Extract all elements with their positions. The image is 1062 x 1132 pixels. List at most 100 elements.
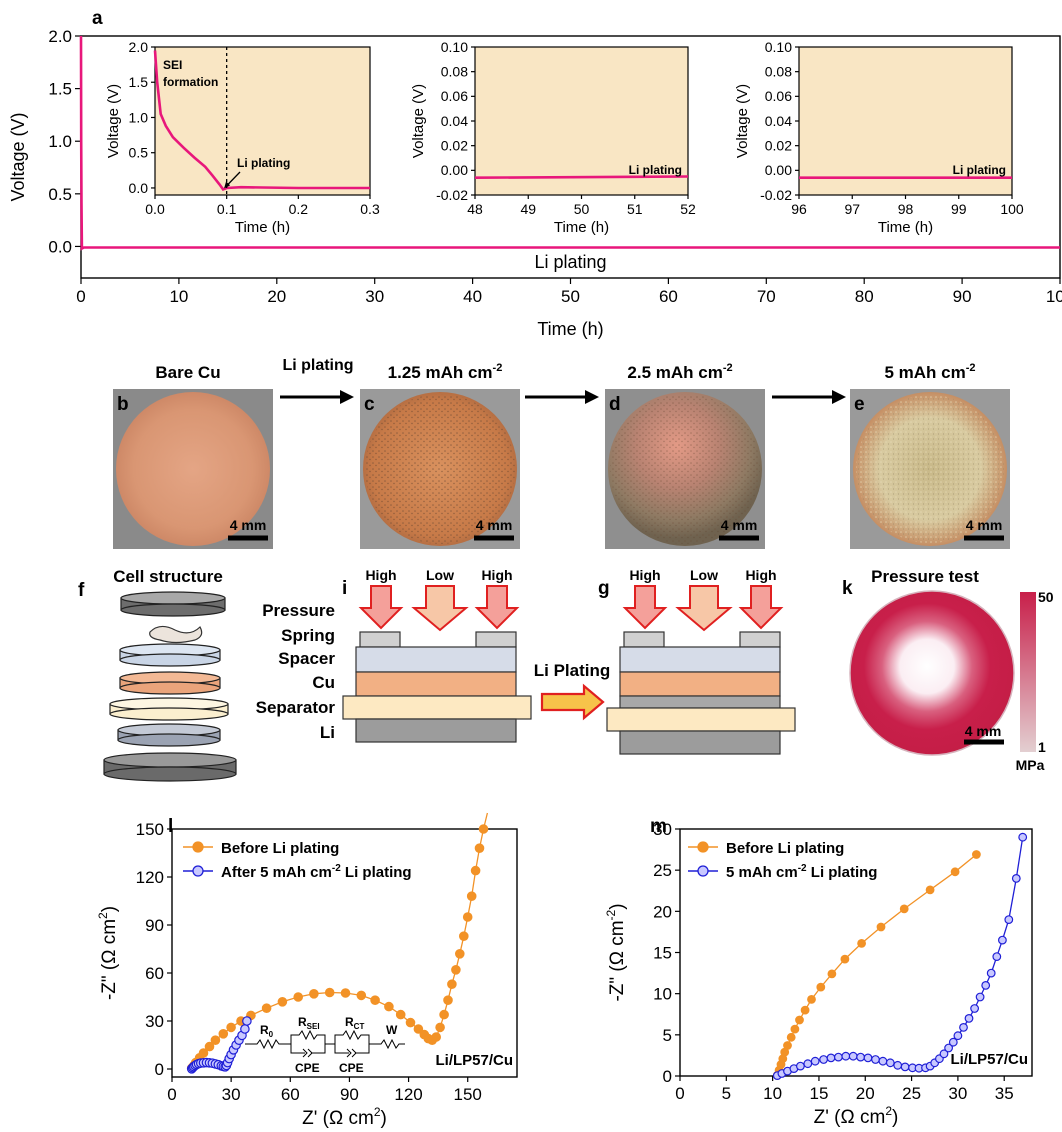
l-circuit-wire-left [245,1038,291,1050]
l-series-0-point [474,843,485,853]
l-circuit-label-w-main: W [386,1023,398,1037]
photo-arrow-label: Li plating [282,357,353,374]
m-xtick-label: 35 [995,1084,1014,1103]
m-legend-label-0: Before Li plating [726,840,844,857]
cu-left [355,671,517,697]
a-main-xtick-label: 50 [561,287,580,306]
m-xtick-label: 5 [722,1084,731,1103]
panel-letter-c: c [364,394,375,415]
a-inset2-ytick-label: 0.04 [441,113,468,129]
a-main-ytick-label: 0.0 [48,237,72,256]
l-series-0-point [478,824,489,834]
pressure-test-panel: k Pressure test 4 mm 50 1 MPa [842,567,1054,773]
m-series-1-point [900,1062,910,1072]
scale-bar-d-label: 4 mm [721,517,758,533]
l-xtick-label: 90 [340,1085,359,1104]
m-ylabel-close: ) [607,903,628,909]
a-inset3-ytick-label: 0.08 [765,64,792,80]
l-circuit-label-r0-main: R [260,1023,269,1037]
panel-letter-g: g [598,578,610,599]
a-main-xtick-label: 20 [267,287,286,306]
m-series-1-point [1018,832,1028,842]
pressure-arrow-high-right-1 [622,585,668,630]
spacer-right [619,646,781,673]
a-inset2-ytick-label: 0.08 [441,64,468,80]
a-inset2-xtick-label: 50 [574,201,590,217]
m-ytick-label: 30 [653,820,672,839]
a-inset1-ytick-label: 1.5 [129,74,149,90]
a-inset1-annotation-li-plating: Li plating [237,156,290,170]
a-inset1-pointer-head [224,181,231,189]
m-series-0-point [807,995,816,1004]
l-series-0-point [226,1022,236,1033]
m-legend-label-1: 5 mAh cm-2 Li plating [726,863,877,881]
l-circuit-w [369,1038,405,1050]
l-series-0-point [431,1032,441,1042]
pressure-high-left-2: High [481,567,512,583]
m-legend-marker-0 [697,841,709,853]
m-series-1-point [796,1061,805,1071]
photo-title-2-5-sup: -2 [723,362,733,374]
m-series-0-point [800,1005,810,1015]
m-series-0-line [776,853,977,1076]
a-inset2-ytick-label: -0.02 [436,187,468,203]
l-circuit-label-r0: R0 [260,1023,274,1039]
l-series-0-point [261,1003,272,1013]
separator-left [342,695,532,720]
l-series-0-point [458,931,469,941]
m-ytick-label: 15 [653,943,672,962]
inset-96-100h-chart: 96 97 98 99 100 -0.02 0.00 0.02 0.04 0.06 0.08 0.10… [734,39,1024,236]
l-series-0-point [210,1035,221,1045]
pressure-scale-bar-label: 4 mm [965,723,1002,739]
a-inset1-xtick-label: 0.0 [145,201,165,217]
m-series-0-point [876,922,886,932]
scale-bar-d: 4 mm [719,517,759,541]
m-series-1-point [939,1049,949,1059]
a-inset2-ytick-label: 0.06 [441,88,468,104]
m-series-1-point [826,1053,836,1063]
m-series-0-point [840,954,850,964]
layer-label-spacer: Spacer [278,649,335,668]
m-series-1-point [948,1037,958,1047]
pressure-film-disc [849,590,1015,756]
a-main-xtick-label: 10 [169,287,188,306]
scale-bar-e-label: 4 mm [966,517,1003,533]
a-inset1-frame [154,46,371,196]
pressure-schematic: i g Pressure Spring Spacer Cu Separator … [256,567,796,755]
li-right [619,730,781,755]
a-inset3-xtick-label: 96 [791,201,807,217]
photo-row: Bare Cu Li plating 1.25 mAh cm-2 2.5 mAh… [113,357,1010,549]
m-legend-label-1-part: Li plating [807,864,878,881]
m-xtick-label: 30 [948,1084,967,1103]
pressure-test-title: Pressure test [871,567,979,586]
panel-letter-k: k [842,578,853,599]
l-series-0-line [191,812,489,1069]
l-xtick-label: 120 [394,1085,422,1104]
m-legend-marker-1 [697,865,709,877]
l-circuit-rct [334,1029,370,1054]
l-series-0-point [405,1017,416,1028]
m-series-1-point [981,981,991,990]
a-inset2-xtick-label: 48 [467,201,483,217]
a-inset2-annotation: Li plating [629,163,682,177]
a-inset3-ylabel: Voltage (V) [734,84,751,158]
cu-disc-bare [116,392,270,546]
m-xtick-label: 25 [902,1084,921,1103]
l-xlabel: Z' (Ω cm2) [302,1105,387,1129]
m-series-1-point [970,1004,979,1013]
pressure-colorbar-min: 1 [1038,739,1046,755]
l-series-0-point [324,987,335,998]
inset-sei-formation-chart: 0.0 0.1 0.2 0.3 0.0 0.5 1.0 1.5 2.0 Time (h) Volta… [105,39,380,236]
m-ytick-label: 0 [663,1067,672,1086]
a-main-xtick-label: 0 [76,287,85,306]
li-plating-transition: Li Plating [534,661,611,721]
cell-spacer [119,643,221,667]
m-series-1-point [863,1053,873,1063]
a-inset1-annotation-sei: SEI [163,58,182,72]
voltage-time-main-chart: 0 10 20 30 40 50 60 70 80 90 100 0.0 0.5 1.0 1.5 2.0 Li … [8,27,1062,339]
l-circuit-label-cpe1-main: CPE [295,1061,320,1075]
l-xtick-label: 0 [167,1085,176,1104]
l-series-0-point [454,948,465,959]
a-inset3-annotation: Li plating [953,163,1006,177]
transition-label: Li Plating [534,661,611,680]
